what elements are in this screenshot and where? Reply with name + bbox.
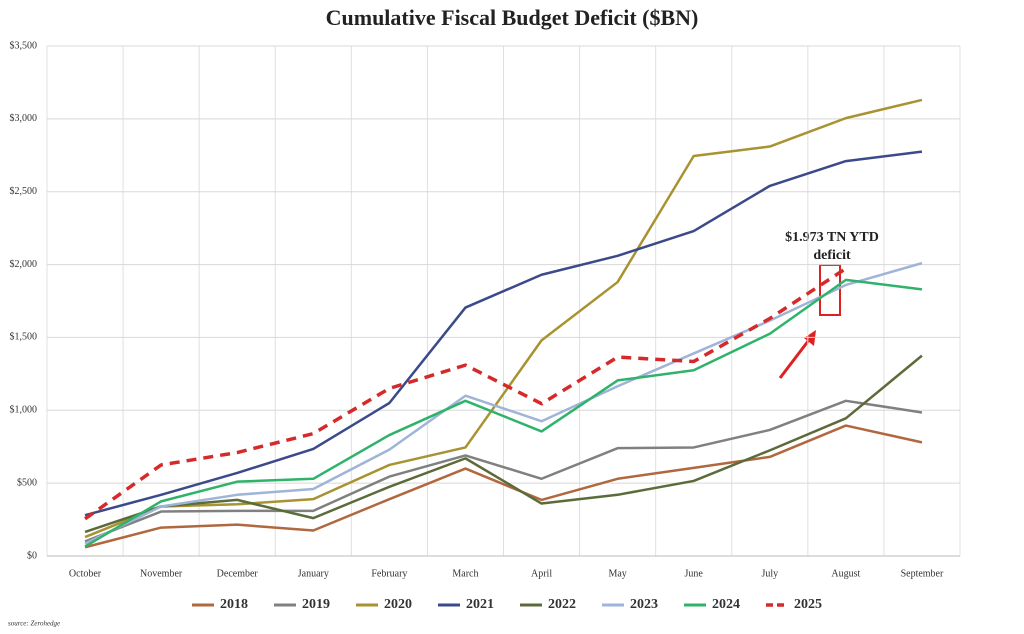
y-tick-label: $2,000 xyxy=(10,259,38,270)
y-tick-label: $500 xyxy=(17,477,37,488)
annotation: $1.973 TN YTD xyxy=(785,230,879,245)
series-line xyxy=(84,267,847,521)
x-tick-label: October xyxy=(69,568,102,579)
series-line xyxy=(84,278,923,548)
legend-label: 2023 xyxy=(630,597,658,612)
legend-label: 2024 xyxy=(712,597,740,612)
x-tick-label: May xyxy=(608,568,626,579)
x-tick-label: November xyxy=(140,568,183,579)
series-line xyxy=(84,424,923,549)
arrow xyxy=(778,335,814,379)
legend-label: 2022 xyxy=(548,597,576,612)
y-tick-label: $3,000 xyxy=(10,113,38,124)
y-tick-label: $2,500 xyxy=(10,186,38,197)
x-tick-label: August xyxy=(831,568,860,579)
arrow-head xyxy=(804,330,816,346)
y-tick-label: $3,500 xyxy=(10,40,38,51)
x-tick-label: April xyxy=(531,568,552,579)
y-tick-label: $0 xyxy=(27,550,37,561)
legend-label: 2018 xyxy=(220,597,248,612)
x-tick-label: January xyxy=(298,568,329,579)
series-line xyxy=(84,261,923,545)
source: source: Zerohedge xyxy=(8,620,60,628)
y-tick-label: $1,500 xyxy=(10,332,38,343)
legend-label: 2020 xyxy=(384,597,412,612)
legend-label: 2019 xyxy=(302,597,330,612)
y-tick-label: $1,000 xyxy=(10,405,38,416)
legend-label: 2025 xyxy=(794,597,822,612)
annotation: deficit xyxy=(813,248,851,263)
series-line xyxy=(84,150,923,517)
x-tick-label: June xyxy=(685,568,704,579)
series-line xyxy=(84,399,923,543)
x-tick-label: December xyxy=(217,568,259,579)
series-line xyxy=(84,354,923,534)
chart-title: Cumulative Fiscal Budget Deficit ($BN) xyxy=(326,5,699,30)
x-tick-label: July xyxy=(761,568,778,579)
series-line xyxy=(84,98,923,539)
x-tick-label: March xyxy=(452,568,478,579)
legend-label: 2021 xyxy=(466,597,494,612)
x-tick-label: February xyxy=(371,568,407,579)
x-tick-label: September xyxy=(901,568,944,579)
